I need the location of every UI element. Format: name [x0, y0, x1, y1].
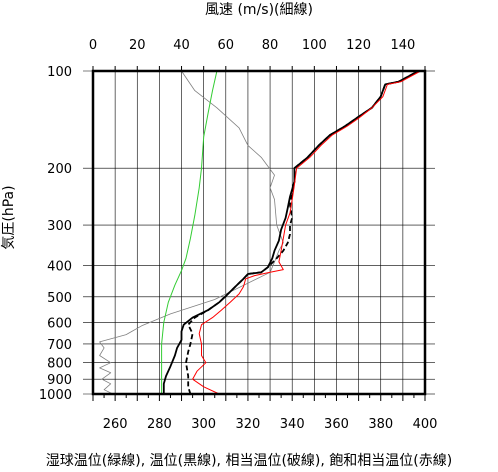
series-line-飽和相当温位 — [192, 70, 421, 395]
wind-tick-label: 60 — [218, 38, 235, 53]
top-axis-title: 風速 (m/s)(細線) — [205, 2, 313, 18]
wind-tick-label: 100 — [302, 38, 327, 53]
tick-marks — [92, 66, 435, 401]
temperature-tick-label: 280 — [147, 417, 172, 432]
y-axis-title: 気圧(hPa) — [1, 185, 17, 249]
pressure-tick-label: 400 — [47, 259, 72, 274]
pressure-tick-label: 100 — [47, 65, 72, 80]
temperature-tick-label: 260 — [103, 417, 128, 432]
wind-tick-label: 0 — [89, 38, 97, 53]
temperature-tick-label: 320 — [236, 417, 261, 432]
temperature-tick-label: 400 — [413, 417, 438, 432]
plot-frame — [91, 69, 427, 396]
pressure-tick-label: 900 — [47, 373, 72, 388]
tick-labels: 260 280 300 320 340 360 380 400 0 20 40 60 80 100 120 1… — [39, 38, 438, 432]
wind-tick-label: 140 — [390, 38, 415, 53]
series-lines — [99, 70, 421, 395]
pressure-tick-label: 1000 — [39, 388, 72, 403]
series-line-湿球温位 — [161, 70, 218, 394]
wind-tick-label: 120 — [346, 38, 371, 53]
pressure-tick-label: 700 — [47, 338, 72, 353]
wind-tick-label: 40 — [173, 38, 190, 53]
pressure-tick-label: 500 — [47, 291, 72, 306]
pressure-tick-label: 300 — [47, 219, 72, 234]
pressure-tick-label: 200 — [47, 162, 72, 177]
grid-lines — [83, 70, 426, 395]
wind-tick-label: 80 — [262, 38, 279, 53]
series-line-相当温位 — [185, 70, 419, 395]
bottom-axis-title: 湿球温位(緑線), 温位(黒線), 相当温位(破線), 飽和相当温位(赤線) — [46, 452, 452, 469]
temperature-tick-label: 380 — [368, 417, 393, 432]
temperature-tick-label: 360 — [324, 417, 349, 432]
temperature-tick-label: 300 — [191, 417, 216, 432]
wind-tick-label: 20 — [129, 38, 146, 53]
temperature-tick-label: 340 — [280, 417, 305, 432]
series-line-風速 — [99, 70, 284, 395]
pressure-tick-label: 600 — [47, 316, 72, 331]
pressure-tick-label: 800 — [47, 357, 72, 372]
